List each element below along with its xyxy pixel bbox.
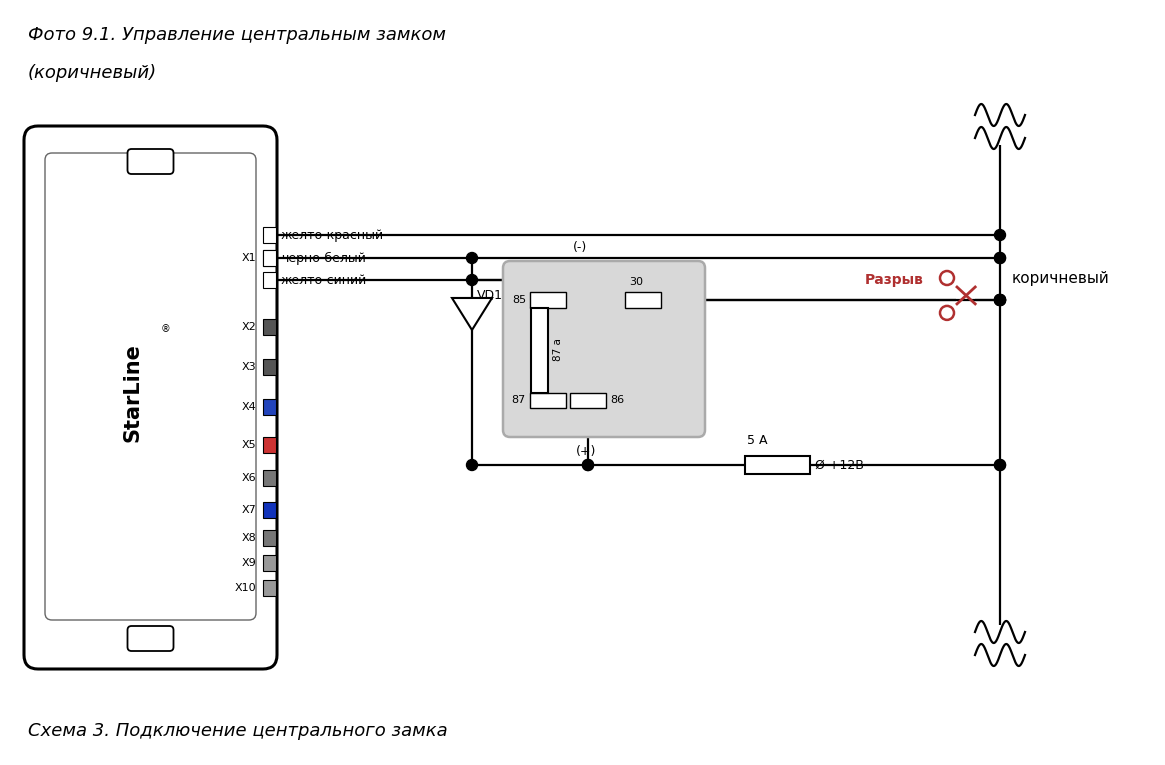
Text: Разрыв: Разрыв [864, 273, 924, 287]
Text: желто-красный: желто-красный [281, 229, 384, 242]
Text: коричневый: коричневый [1012, 271, 1110, 285]
Text: желто-синий: желто-синий [281, 274, 367, 287]
Circle shape [995, 460, 1005, 470]
Text: 86: 86 [610, 395, 624, 405]
FancyBboxPatch shape [127, 149, 174, 174]
Text: StarLine: StarLine [122, 343, 142, 442]
Text: X2: X2 [241, 322, 256, 332]
Circle shape [995, 460, 1005, 470]
Text: X3: X3 [241, 362, 256, 372]
Text: X5: X5 [241, 440, 256, 450]
Text: (+): (+) [576, 445, 596, 458]
Circle shape [466, 252, 478, 263]
Text: 85: 85 [511, 295, 527, 305]
Bar [263, 319, 276, 335]
Circle shape [995, 252, 1005, 263]
Bar [263, 502, 276, 518]
Bar [531, 308, 548, 392]
Circle shape [995, 295, 1005, 305]
Text: Ø +12В: Ø +12В [816, 458, 864, 471]
Bar [263, 555, 276, 571]
Circle shape [582, 460, 593, 470]
Text: (коричневый): (коричневый) [28, 64, 157, 82]
Bar [744, 456, 810, 474]
Bar [263, 272, 276, 288]
Bar [263, 470, 276, 486]
Text: X8: X8 [241, 533, 256, 543]
Bar [263, 227, 276, 243]
Text: 30: 30 [629, 277, 643, 287]
Circle shape [995, 295, 1005, 305]
Circle shape [995, 295, 1005, 305]
Text: X9: X9 [241, 558, 256, 568]
Text: X4: X4 [241, 402, 256, 412]
Bar [263, 437, 276, 453]
Text: Фото 9.1. Управление центральным замком: Фото 9.1. Управление центральным замком [28, 26, 446, 44]
Bar [624, 292, 661, 308]
Circle shape [995, 295, 1005, 305]
Text: X1: X1 [241, 253, 256, 263]
Bar [530, 392, 566, 408]
Text: черно-белый: черно-белый [281, 252, 366, 265]
Circle shape [466, 275, 478, 285]
Text: 87 а: 87 а [553, 339, 563, 361]
Bar [263, 359, 276, 375]
Text: 5 А: 5 А [747, 435, 768, 448]
FancyBboxPatch shape [45, 153, 256, 620]
Bar [263, 250, 276, 266]
Circle shape [466, 460, 478, 470]
Text: X10: X10 [234, 583, 256, 593]
FancyBboxPatch shape [503, 261, 705, 437]
Circle shape [582, 460, 593, 470]
FancyBboxPatch shape [127, 626, 174, 651]
Text: Схема 3. Подключение центрального замка: Схема 3. Подключение центрального замка [28, 722, 447, 740]
Polygon shape [452, 298, 492, 330]
Text: VD1: VD1 [476, 288, 503, 301]
Bar [570, 392, 606, 408]
Bar [263, 530, 276, 546]
Text: ®: ® [161, 324, 170, 334]
Text: X6: X6 [241, 473, 256, 483]
Bar [263, 250, 276, 266]
Circle shape [995, 252, 1005, 263]
Bar [263, 580, 276, 596]
Bar [530, 292, 566, 308]
Text: X7: X7 [241, 505, 256, 515]
Text: 87: 87 [511, 395, 527, 405]
Text: (-): (-) [573, 242, 587, 255]
Circle shape [995, 230, 1005, 240]
Bar [263, 399, 276, 415]
FancyBboxPatch shape [24, 126, 277, 669]
